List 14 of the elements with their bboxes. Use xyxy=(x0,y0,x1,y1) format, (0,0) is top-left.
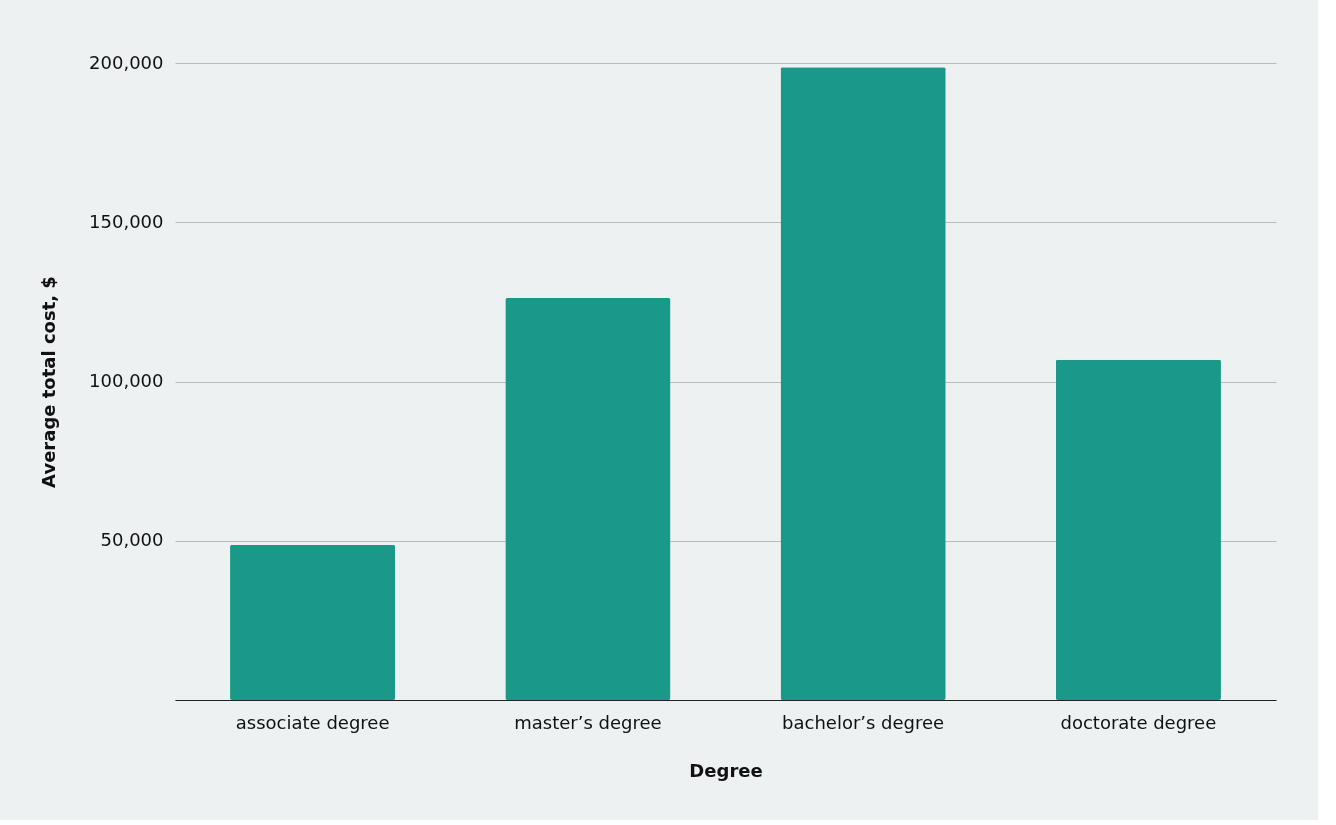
y-tick-label: 50,000 xyxy=(100,529,164,551)
bar xyxy=(780,67,946,700)
x-tick-label: doctorate degree xyxy=(1060,711,1217,733)
y-tick-label: 100,000 xyxy=(89,370,164,391)
y-tick-label: 200,000 xyxy=(89,51,164,73)
bar xyxy=(505,298,671,700)
bar xyxy=(1055,359,1221,700)
x-tick-label: associate degree xyxy=(235,711,390,733)
x-tick-label: master’s degree xyxy=(514,711,662,733)
x-tick-label: bachelor’s degree xyxy=(782,711,945,733)
y-tick-label: 150,000 xyxy=(89,210,164,232)
x-axis-title: Degree xyxy=(689,759,763,781)
bar xyxy=(230,544,396,700)
y-axis-title: Average total cost, $ xyxy=(38,276,60,488)
